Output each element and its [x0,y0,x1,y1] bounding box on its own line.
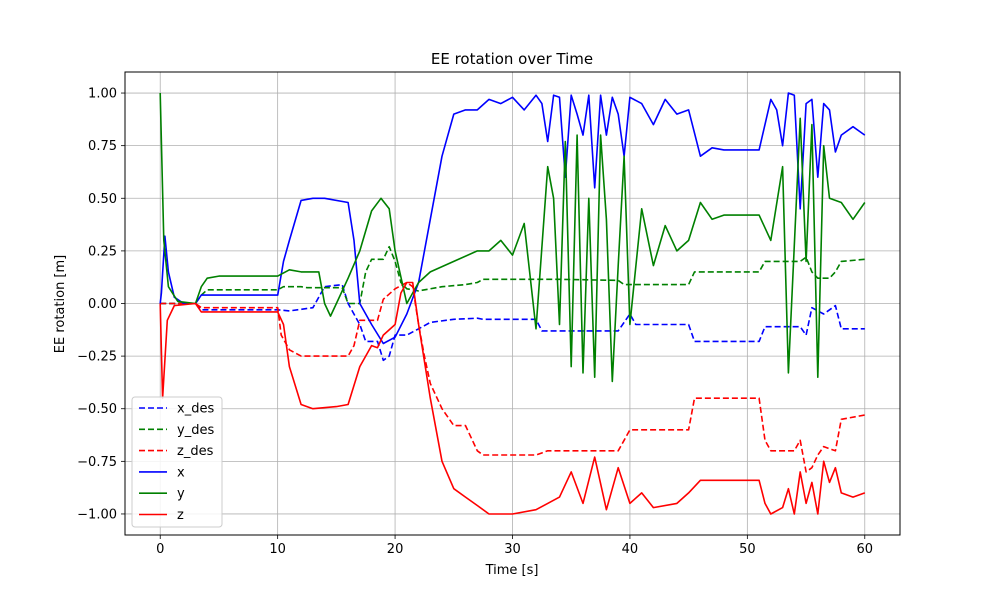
axis-ticks: 0 10 20 30 40 50 60 −1.00 −0.75 −0.50 −0.25 0.00 0.2… [77,87,873,557]
legend-label: x_des [177,402,214,417]
y-tick-label: −0.25 [77,350,117,365]
x-tick-label: 40 [622,542,639,557]
y-axis-label: EE rotation [m] [53,255,68,353]
y-tick-label: −0.50 [77,402,117,417]
y-tick-label: 0.25 [88,244,117,259]
series-line-z-des [160,281,865,473]
x-tick-label: 10 [269,542,286,557]
series-group [159,92,866,515]
x-tick-label: 60 [856,542,873,557]
y-tick-label: −1.00 [77,507,117,522]
legend-label: z [177,508,184,523]
y-tick-label: 1.00 [88,87,117,102]
x-tick-label: 0 [156,542,164,557]
x-tick-label: 30 [504,542,521,557]
y-tick-label: −0.75 [77,455,117,470]
legend-label: z_des [177,444,214,459]
series-line-y [159,92,866,383]
legend-label: y [177,487,185,502]
series-line-x [159,92,866,345]
y-tick-label: 0.75 [88,139,117,154]
chart-title: EE rotation over Time [431,50,593,68]
legend-label: y_des [177,423,214,438]
series-line-x-des [160,283,865,362]
y-tick-label: 0.00 [88,297,117,312]
series-line-y-des [160,245,865,305]
y-tick-label: 0.50 [88,192,117,207]
series-line-z [159,281,866,515]
legend-label: x [177,465,185,480]
x-axis-label: Time [s] [485,563,539,578]
x-tick-label: 50 [739,542,756,557]
x-tick-label: 20 [387,542,404,557]
legend-box [131,396,223,528]
